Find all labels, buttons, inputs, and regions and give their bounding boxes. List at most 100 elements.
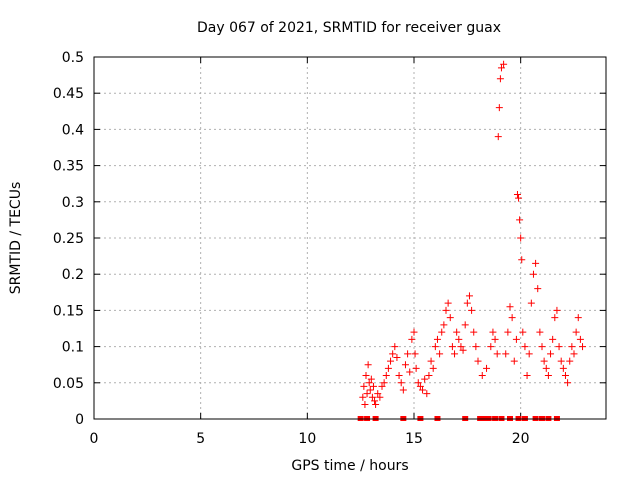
data-point xyxy=(446,314,454,322)
plot-frame xyxy=(93,56,607,420)
y-tick-label: 0.2 xyxy=(62,267,84,283)
data-point xyxy=(360,382,368,390)
data-point xyxy=(527,299,535,307)
x-tick-label: 10 xyxy=(298,431,316,447)
data-point xyxy=(555,343,563,351)
data-point xyxy=(463,299,471,307)
data-point xyxy=(549,335,557,343)
x-tick-label: 5 xyxy=(196,431,205,447)
data-point xyxy=(389,350,397,358)
data-point xyxy=(410,328,418,336)
data-point xyxy=(429,364,437,372)
data-point xyxy=(542,364,550,372)
x-tick-label: 20 xyxy=(512,431,530,447)
x-axis-label: GPS time / hours xyxy=(291,458,408,474)
data-point xyxy=(459,346,467,354)
data-point xyxy=(570,350,578,358)
data-point xyxy=(493,350,501,358)
data-point xyxy=(366,386,374,394)
data-point xyxy=(504,328,512,336)
data-point xyxy=(513,191,521,199)
data-point xyxy=(553,306,561,314)
y-axis-label: SRMTID / TECUs xyxy=(8,182,24,295)
data-point xyxy=(372,401,380,409)
data-point xyxy=(440,321,448,329)
data-point xyxy=(453,328,461,336)
data-point xyxy=(559,364,567,372)
data-point xyxy=(544,372,552,380)
data-point xyxy=(483,364,491,372)
data-point xyxy=(411,350,419,358)
data-point xyxy=(401,361,409,369)
data-point xyxy=(515,194,523,202)
data-point xyxy=(369,382,377,390)
data-point xyxy=(576,335,584,343)
data-point xyxy=(367,375,375,383)
data-point xyxy=(368,393,376,401)
data-point xyxy=(502,350,510,358)
y-tick-label: 0.05 xyxy=(53,376,84,392)
data-point xyxy=(448,343,456,351)
data-point xyxy=(574,314,582,322)
data-point xyxy=(374,390,382,398)
data-point xyxy=(442,306,450,314)
data-point xyxy=(470,328,478,336)
data-point xyxy=(508,314,516,322)
data-point xyxy=(496,75,504,83)
data-point xyxy=(376,393,384,401)
y-tick-label: 0.5 xyxy=(62,50,84,66)
data-point xyxy=(468,306,476,314)
data-point xyxy=(404,350,412,358)
data-point xyxy=(540,357,548,365)
data-point xyxy=(451,350,459,358)
data-point xyxy=(382,372,390,380)
data-point xyxy=(472,343,480,351)
data-point xyxy=(478,372,486,380)
data-point xyxy=(438,328,446,336)
data-point xyxy=(455,335,463,343)
data-point xyxy=(551,314,559,322)
data-point xyxy=(519,328,527,336)
y-tick-label: 0.3 xyxy=(62,195,84,211)
data-point xyxy=(532,259,540,267)
data-point xyxy=(561,372,569,380)
data-point xyxy=(365,379,373,387)
y-tick-label: 0.35 xyxy=(53,159,84,175)
data-point xyxy=(423,390,431,398)
data-point xyxy=(564,379,572,387)
data-point xyxy=(506,303,514,311)
data-point xyxy=(425,372,433,380)
data-point xyxy=(364,361,372,369)
data-point xyxy=(431,343,439,351)
data-point xyxy=(416,382,424,390)
data-point xyxy=(414,379,422,387)
data-point xyxy=(406,368,414,376)
chart-title: Day 067 of 2021, SRMTID for receiver gua… xyxy=(197,20,501,36)
data-point xyxy=(399,386,407,394)
data-point xyxy=(568,343,576,351)
data-point xyxy=(529,270,537,278)
data-point xyxy=(433,335,441,343)
y-tick-label: 0.1 xyxy=(62,340,84,356)
data-point xyxy=(510,357,518,365)
data-point xyxy=(387,357,395,365)
data-point xyxy=(412,364,420,372)
y-tick-label: 0 xyxy=(75,412,84,428)
data-point xyxy=(494,133,502,141)
data-point xyxy=(393,353,401,361)
data-point xyxy=(557,357,565,365)
data-point xyxy=(444,299,452,307)
data-point xyxy=(538,343,546,351)
y-tick-label: 0.4 xyxy=(62,122,84,138)
data-point xyxy=(419,386,427,394)
grid xyxy=(94,57,606,419)
data-points xyxy=(359,60,587,409)
data-point xyxy=(397,379,405,387)
data-point xyxy=(523,372,531,380)
x-tick-label: 15 xyxy=(405,431,423,447)
data-point xyxy=(362,372,370,380)
data-point xyxy=(517,234,525,242)
data-point xyxy=(489,328,497,336)
data-point xyxy=(495,104,503,112)
